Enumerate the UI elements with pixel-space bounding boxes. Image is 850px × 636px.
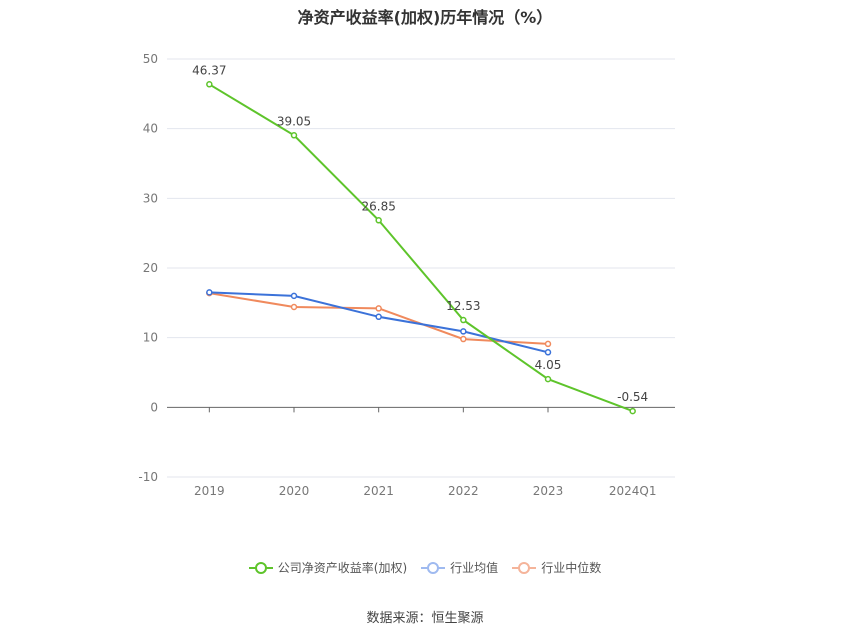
data-point [629, 407, 636, 415]
x-tick-label: 2019 [194, 484, 225, 498]
y-tick-label: 10 [143, 331, 158, 345]
data-point [460, 328, 467, 335]
data-label: 12.53 [446, 299, 480, 313]
y-tick-label: 40 [143, 122, 158, 136]
legend-item-industry-mean[interactable]: 行业均值 [421, 559, 498, 576]
legend-marker-company-roe-icon [248, 561, 273, 575]
legend-marker-industry-mean-icon [421, 561, 446, 575]
data-point [375, 313, 382, 321]
legend-item-company-roe[interactable]: 公司净资产收益率(加权) [248, 559, 408, 576]
data-point [460, 316, 467, 324]
x-tick-label: 2020 [279, 484, 310, 498]
data-point [544, 349, 552, 356]
data-label: 39.05 [277, 114, 311, 128]
y-tick-label: 50 [143, 52, 158, 66]
data-label: 4.05 [535, 358, 562, 372]
y-tick-label: 0 [150, 400, 158, 414]
data-point [206, 289, 213, 296]
data-point [290, 292, 298, 300]
data-label: 46.37 [192, 63, 226, 77]
chart-title: 净资产收益率(加权)历年情况（%） [297, 8, 553, 27]
x-tick-label: 2024Q1 [609, 484, 657, 498]
data-point [290, 132, 298, 139]
legend-marker-industry-median-icon [512, 561, 537, 575]
legend-label-industry-median: 行业中位数 [541, 561, 602, 575]
y-tick-label: -10 [138, 470, 158, 484]
x-tick-label: 2023 [533, 484, 564, 498]
x-tick-label: 2022 [448, 484, 479, 498]
data-label: -0.54 [617, 390, 648, 404]
legend-label-company-roe: 公司净资产收益率(加权) [277, 561, 408, 575]
data-point [290, 303, 298, 311]
data-label: 26.85 [361, 199, 395, 213]
data-point [544, 340, 552, 348]
series-line [208, 83, 634, 413]
y-tick-label: 30 [143, 191, 158, 205]
legend-label-industry-mean: 行业均值 [450, 561, 499, 575]
y-tick-label: 20 [143, 261, 158, 275]
data-point [206, 81, 213, 88]
legend: 公司净资产收益率(加权) 行业均值 行业中位数 [0, 559, 850, 576]
data-point [544, 375, 552, 383]
data-source-note: 数据来源：恒生聚源 [366, 611, 484, 626]
legend-item-industry-median[interactable]: 行业中位数 [512, 559, 601, 576]
data-point [375, 305, 382, 312]
data-point [375, 217, 382, 224]
data-point [460, 335, 467, 343]
x-tick-label: 2021 [363, 484, 394, 498]
